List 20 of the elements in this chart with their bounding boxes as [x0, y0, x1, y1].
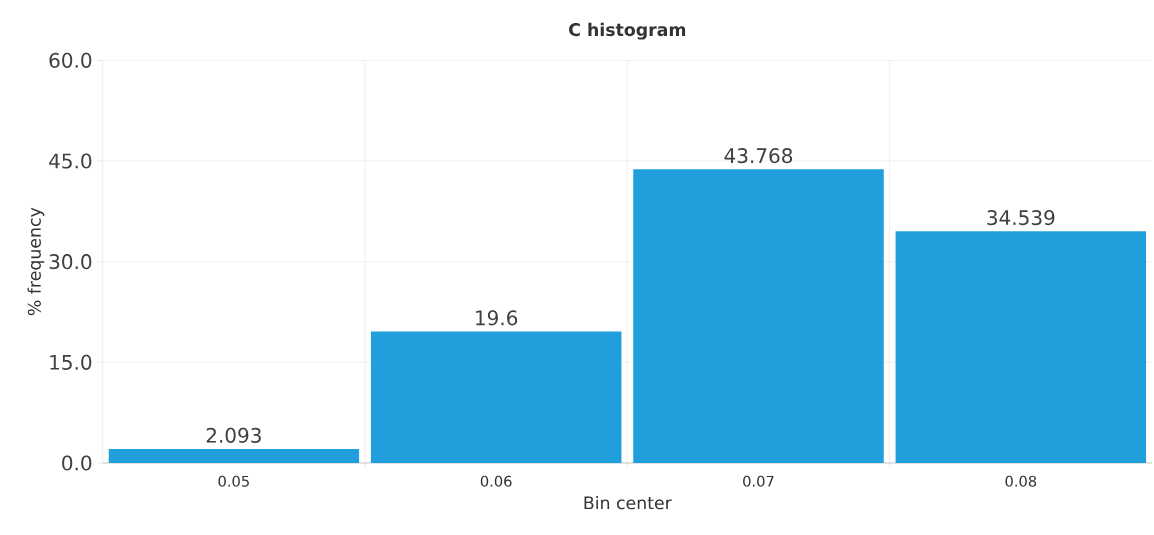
x-axis-title: Bin center: [584, 495, 672, 510]
chart-title: C histogram: [569, 22, 686, 40]
x-tick-label: 0.05: [218, 475, 249, 487]
x-tick-label: 0.06: [480, 475, 512, 487]
data-label: 19.6: [476, 310, 518, 326]
bar: [370, 331, 622, 463]
data-label: 34.539: [987, 210, 1055, 226]
y-axis-title: % frequency: [27, 207, 45, 316]
bar: [633, 169, 884, 463]
x-tick-label: 0.08: [1005, 475, 1037, 487]
x-tick-label: 0.07: [743, 475, 774, 487]
y-tick-label: 45.0: [49, 153, 92, 169]
bar: [108, 448, 360, 463]
bar: [895, 231, 1147, 463]
y-tick-label: 0.0: [62, 455, 92, 471]
y-tick-label: 30.0: [49, 254, 92, 270]
data-label: 43.768: [724, 148, 793, 164]
y-tick-label: 15.0: [50, 354, 92, 370]
y-tick-label: 60.0: [49, 52, 92, 68]
data-label: 2.093: [206, 427, 261, 443]
